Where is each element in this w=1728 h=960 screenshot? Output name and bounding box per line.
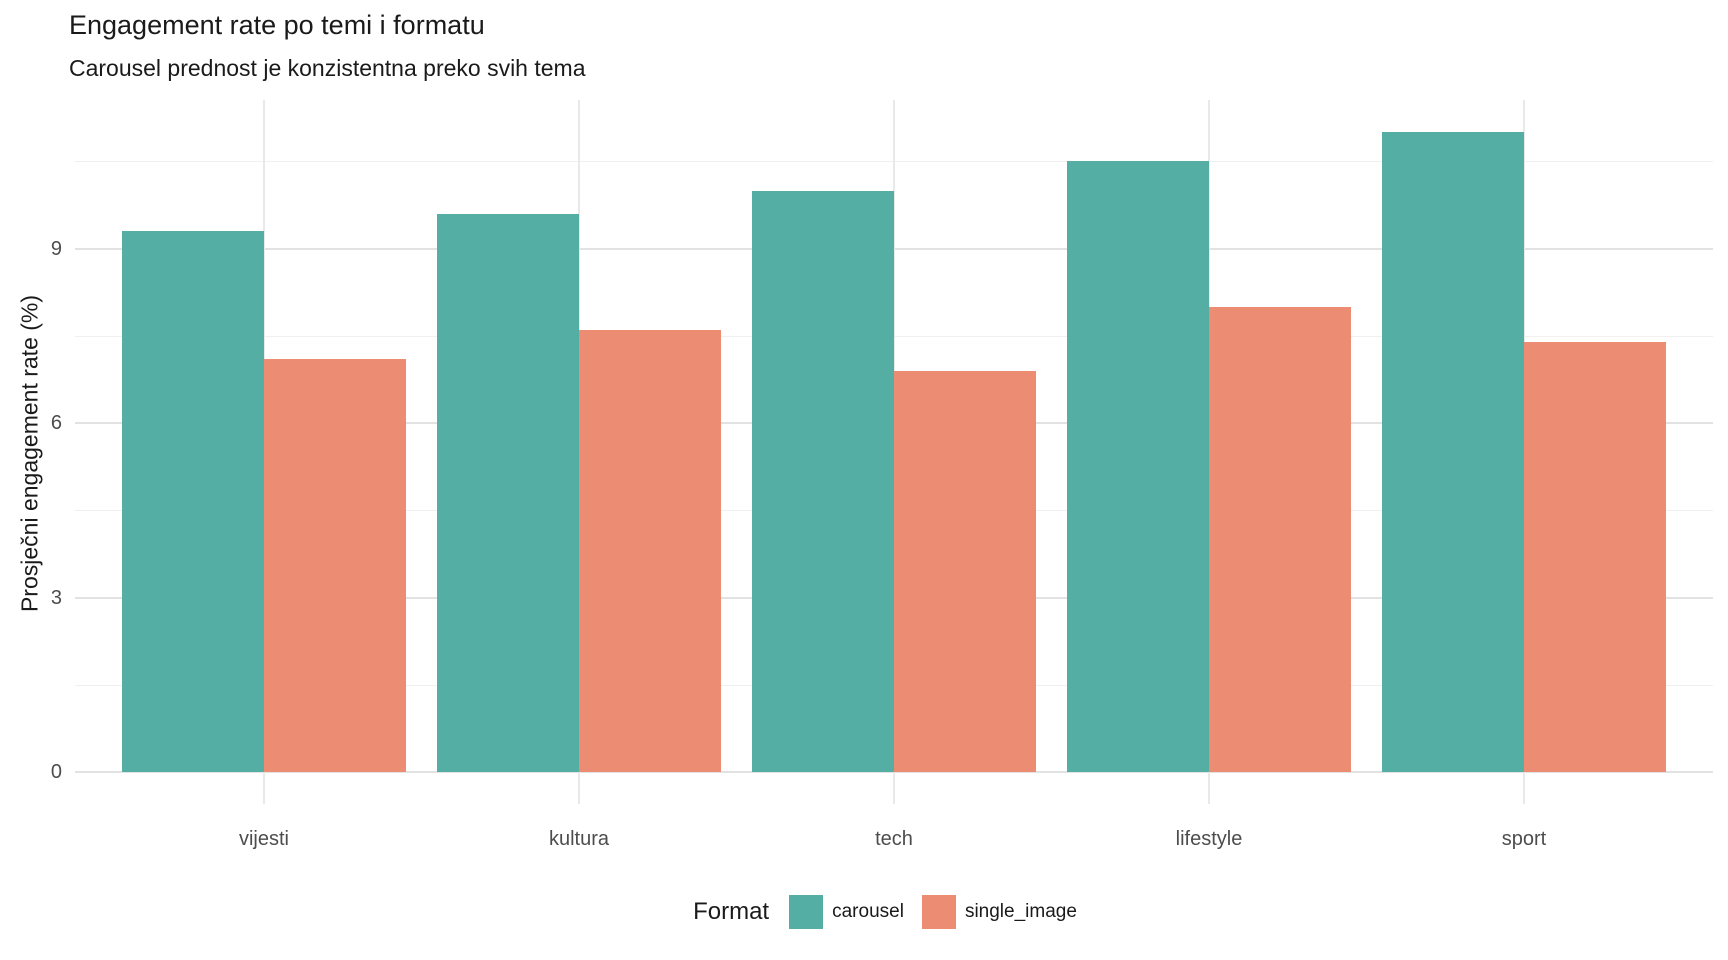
- bar-carousel-kultura: [437, 213, 579, 772]
- legend-entry-carousel: carousel: [789, 895, 904, 929]
- bar-single_image-kultura: [579, 330, 721, 772]
- legend-entry-single_image: single_image: [921, 895, 1077, 929]
- legend-title: Format: [693, 898, 770, 925]
- legend-swatch-carousel: [789, 895, 824, 929]
- bar-carousel-lifestyle: [1067, 161, 1209, 772]
- bar-carousel-vijesti: [122, 231, 264, 772]
- chart-subtitle: Carousel prednost je konzistentna preko …: [69, 55, 586, 81]
- legend-swatch-single_image: [921, 895, 956, 929]
- bar-single_image-tech: [894, 370, 1036, 772]
- y-axis-title: Prosječni engagement rate (%): [16, 294, 43, 613]
- legend-label-carousel: carousel: [832, 901, 904, 922]
- x-tick-label-tech: tech: [875, 828, 913, 850]
- legend-entries: carousel single_image: [789, 895, 1095, 929]
- bar-single_image-sport: [1524, 341, 1666, 772]
- x-tick-label-kultura: kultura: [548, 828, 610, 850]
- bar-single_image-lifestyle: [1209, 306, 1351, 772]
- bar-carousel-sport: [1382, 132, 1524, 772]
- legend-label-single_image: single_image: [964, 901, 1077, 922]
- bar-single_image-vijesti: [264, 359, 406, 772]
- x-tick-label-sport: sport: [1501, 828, 1547, 850]
- x-tick-label-lifestyle: lifestyle: [1175, 828, 1243, 850]
- bar-carousel-tech: [752, 190, 894, 772]
- y-tick-label: 9: [50, 237, 62, 260]
- x-tick-label-vijesti: vijesti: [238, 828, 289, 850]
- y-tick-label: 3: [50, 586, 62, 609]
- chart-title: Engagement rate po temi i formatu: [69, 10, 485, 40]
- legend: Format carousel single_image: [75, 892, 1713, 932]
- y-tick-label: 0: [50, 761, 62, 783]
- plot-panel: [75, 100, 1713, 804]
- y-tick-label: 6: [50, 412, 62, 435]
